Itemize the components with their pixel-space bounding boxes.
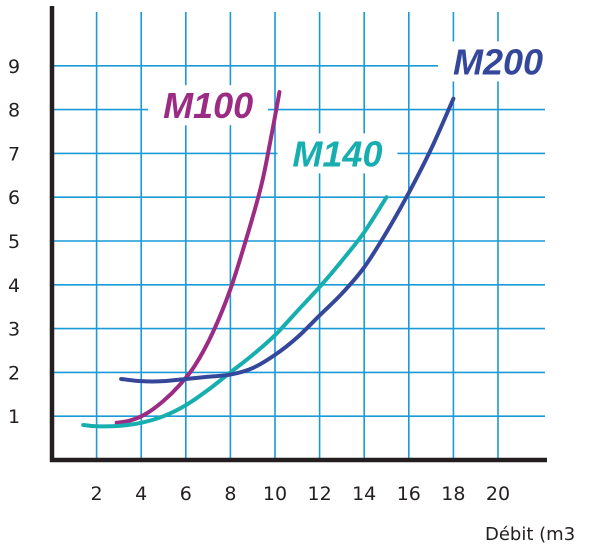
x-tick-labels: 2 4 6 8 10 12 14 16 18 20 — [91, 483, 511, 505]
series-line-m200 — [119, 96, 456, 384]
axes — [49, 6, 547, 463]
series-label-m100: M100 — [163, 85, 253, 126]
y-tick-label: 9 — [8, 56, 20, 78]
y-tick-label: 6 — [8, 187, 20, 209]
series-lines — [81, 90, 456, 429]
series-label-m140: M140 — [292, 133, 382, 174]
y-tick-label: 7 — [8, 143, 20, 165]
x-tick-label: 6 — [180, 483, 192, 505]
x-tick-label: 12 — [308, 483, 332, 505]
series-label-background — [277, 133, 398, 174]
y-tick-labels: 1 2 3 4 5 6 7 8 9 — [8, 56, 20, 428]
x-tick-label: 14 — [352, 483, 376, 505]
series-label-m200: M200 — [453, 41, 543, 82]
series-label-background — [438, 41, 558, 82]
y-tick-label: 3 — [8, 319, 20, 341]
y-tick-label: 4 — [8, 275, 20, 297]
series-labels: M100 M140 M200 — [148, 41, 558, 174]
x-tick-label: 8 — [224, 483, 236, 505]
x-tick-label: 2 — [91, 483, 103, 505]
vertical-gridlines — [95, 12, 499, 460]
y-tick-label: 8 — [8, 100, 20, 122]
y-tick-label: 5 — [8, 231, 20, 253]
y-tick-label: 1 — [8, 406, 20, 428]
series-label-background — [148, 85, 269, 126]
x-tick-label: 10 — [263, 483, 287, 505]
series-line-m140 — [81, 195, 389, 429]
x-axis-label: Débit (m3 — [485, 524, 575, 545]
horizontal-gridlines — [52, 65, 545, 418]
x-tick-label: 18 — [441, 483, 465, 505]
series-line-m100 — [114, 90, 282, 425]
y-tick-label: 2 — [8, 362, 20, 384]
x-tick-label: 16 — [397, 483, 421, 505]
x-tick-label: 20 — [486, 483, 510, 505]
x-tick-label: 4 — [135, 483, 147, 505]
